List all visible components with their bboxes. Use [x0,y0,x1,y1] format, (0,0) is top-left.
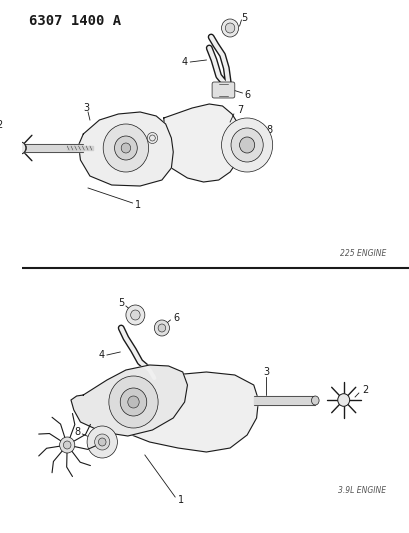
Text: 4: 4 [99,350,105,360]
Text: 3: 3 [83,103,89,113]
Polygon shape [71,365,187,436]
Circle shape [98,438,106,446]
Circle shape [158,324,165,332]
Circle shape [130,310,140,320]
Circle shape [128,396,139,408]
Text: 6: 6 [244,90,250,100]
Circle shape [14,142,26,154]
Circle shape [114,136,137,160]
Circle shape [147,133,157,143]
Circle shape [221,19,238,37]
Text: 8: 8 [265,125,272,135]
Circle shape [230,128,263,162]
Text: 8: 8 [74,427,80,437]
Circle shape [121,143,130,153]
Text: 2: 2 [362,385,368,395]
Circle shape [103,124,148,172]
Text: 3: 3 [263,367,269,377]
Text: 1: 1 [178,495,184,505]
Circle shape [59,437,74,453]
Circle shape [154,320,169,336]
Circle shape [126,305,144,325]
Circle shape [120,388,146,416]
Circle shape [109,376,158,428]
Ellipse shape [311,396,318,405]
Circle shape [87,426,117,458]
Circle shape [63,441,71,449]
Text: 225 ENGINE: 225 ENGINE [339,249,385,258]
Circle shape [239,137,254,153]
Ellipse shape [21,144,27,152]
Text: 3.9L ENGINE: 3.9L ENGINE [337,486,385,495]
Text: 6: 6 [173,313,179,323]
Text: 2: 2 [0,120,3,130]
Circle shape [94,434,110,450]
Polygon shape [107,372,258,452]
Text: 5: 5 [117,298,124,308]
Circle shape [337,394,349,406]
Polygon shape [163,104,241,182]
Text: 1: 1 [135,200,141,210]
FancyBboxPatch shape [211,82,234,98]
Polygon shape [79,112,173,186]
Circle shape [225,23,234,33]
Text: 5: 5 [241,13,247,23]
Circle shape [221,118,272,172]
Text: 7: 7 [237,105,243,115]
Text: 6307 1400 A: 6307 1400 A [29,14,121,28]
Text: 4: 4 [181,57,187,67]
